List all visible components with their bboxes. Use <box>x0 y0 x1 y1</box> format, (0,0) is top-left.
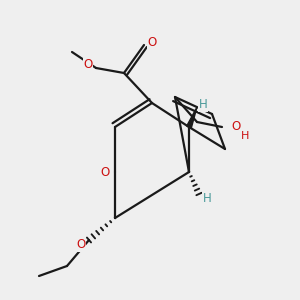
Polygon shape <box>187 107 197 128</box>
Text: H: H <box>202 191 211 205</box>
Text: H: H <box>199 98 207 112</box>
Text: O: O <box>83 58 93 71</box>
Text: O: O <box>147 35 157 49</box>
Text: O: O <box>100 166 109 178</box>
Text: O: O <box>231 121 241 134</box>
Text: O: O <box>76 238 85 251</box>
Text: H: H <box>241 131 249 141</box>
